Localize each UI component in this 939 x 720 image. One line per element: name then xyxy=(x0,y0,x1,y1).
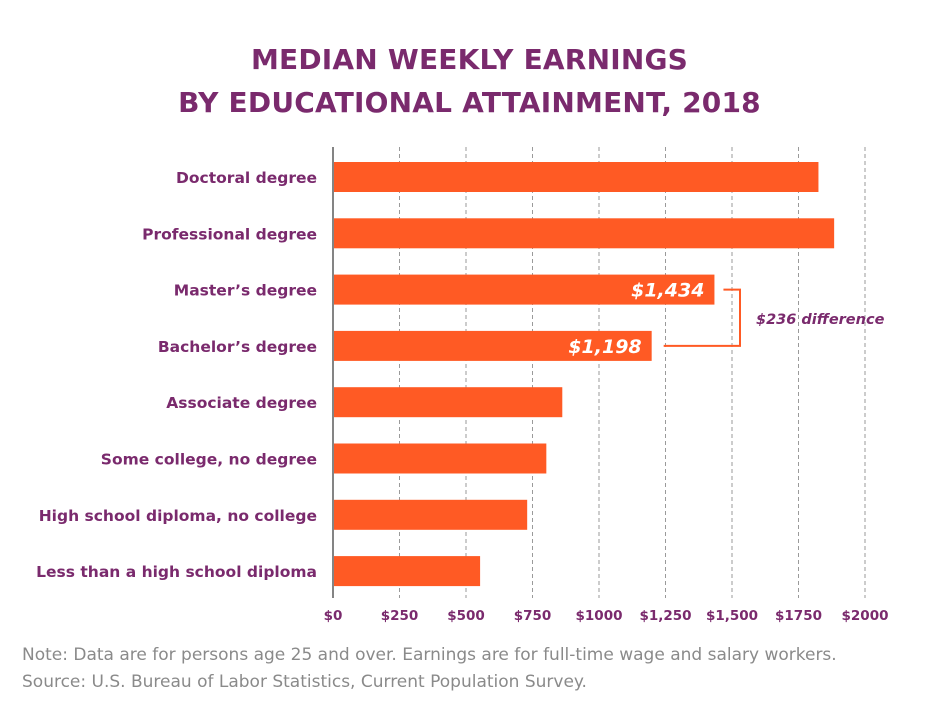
category-labels: Doctoral degree Professional degree Master… xyxy=(36,169,317,581)
bar xyxy=(334,162,819,192)
category-label: Doctoral degree xyxy=(176,169,317,187)
bar xyxy=(334,218,835,249)
x-tick-label: $0 xyxy=(324,608,343,624)
category-label: Some college, no degree xyxy=(101,451,317,469)
chart-title-line-2: BY EDUCATIONAL ATTAINMENT, 2018 xyxy=(178,86,761,119)
x-tick-label: $1,500 xyxy=(706,608,758,624)
x-tick-label: $1000 xyxy=(576,608,623,624)
bar xyxy=(334,274,715,305)
bar-data-label: $1,198 xyxy=(568,336,641,358)
chart-title-line-1: MEDIAN WEEKLY EARNINGS xyxy=(250,43,689,76)
x-tick-label: $750 xyxy=(514,608,552,624)
bar-data-label: $1,434 xyxy=(631,280,704,302)
bar xyxy=(334,387,563,418)
category-label: Less than a high school diploma xyxy=(36,563,317,581)
difference-label: $236 difference xyxy=(756,312,885,328)
x-tick-label: $2000 xyxy=(842,608,889,624)
bars: $1,434 $1,198 xyxy=(334,162,835,587)
bar xyxy=(334,443,547,474)
category-label: Associate degree xyxy=(166,394,317,412)
category-label: High school diploma, no college xyxy=(39,507,317,525)
bar xyxy=(334,330,652,361)
footnote-note: Note: Data are for persons age 25 and ov… xyxy=(22,645,837,665)
footnote-source: Source: U.S. Bureau of Labor Statistics,… xyxy=(22,672,587,692)
x-tick-label: $1,250 xyxy=(639,608,691,624)
x-tick-label: $250 xyxy=(381,608,419,624)
grid-lines xyxy=(399,147,866,598)
x-tick-label: $500 xyxy=(447,608,485,624)
x-tick-labels: $0 $250 $500 $750 $1000 $1,250 $1,500 $1750 $200… xyxy=(324,608,889,624)
bar xyxy=(334,499,528,530)
x-tick-label: $1750 xyxy=(775,608,822,624)
category-label: Professional degree xyxy=(142,225,317,243)
category-label: Bachelor’s degree xyxy=(158,338,317,356)
difference-bracket xyxy=(663,288,741,347)
category-label: Master’s degree xyxy=(174,282,317,300)
bar xyxy=(334,556,481,587)
difference-annotation: $236 difference xyxy=(663,288,885,347)
